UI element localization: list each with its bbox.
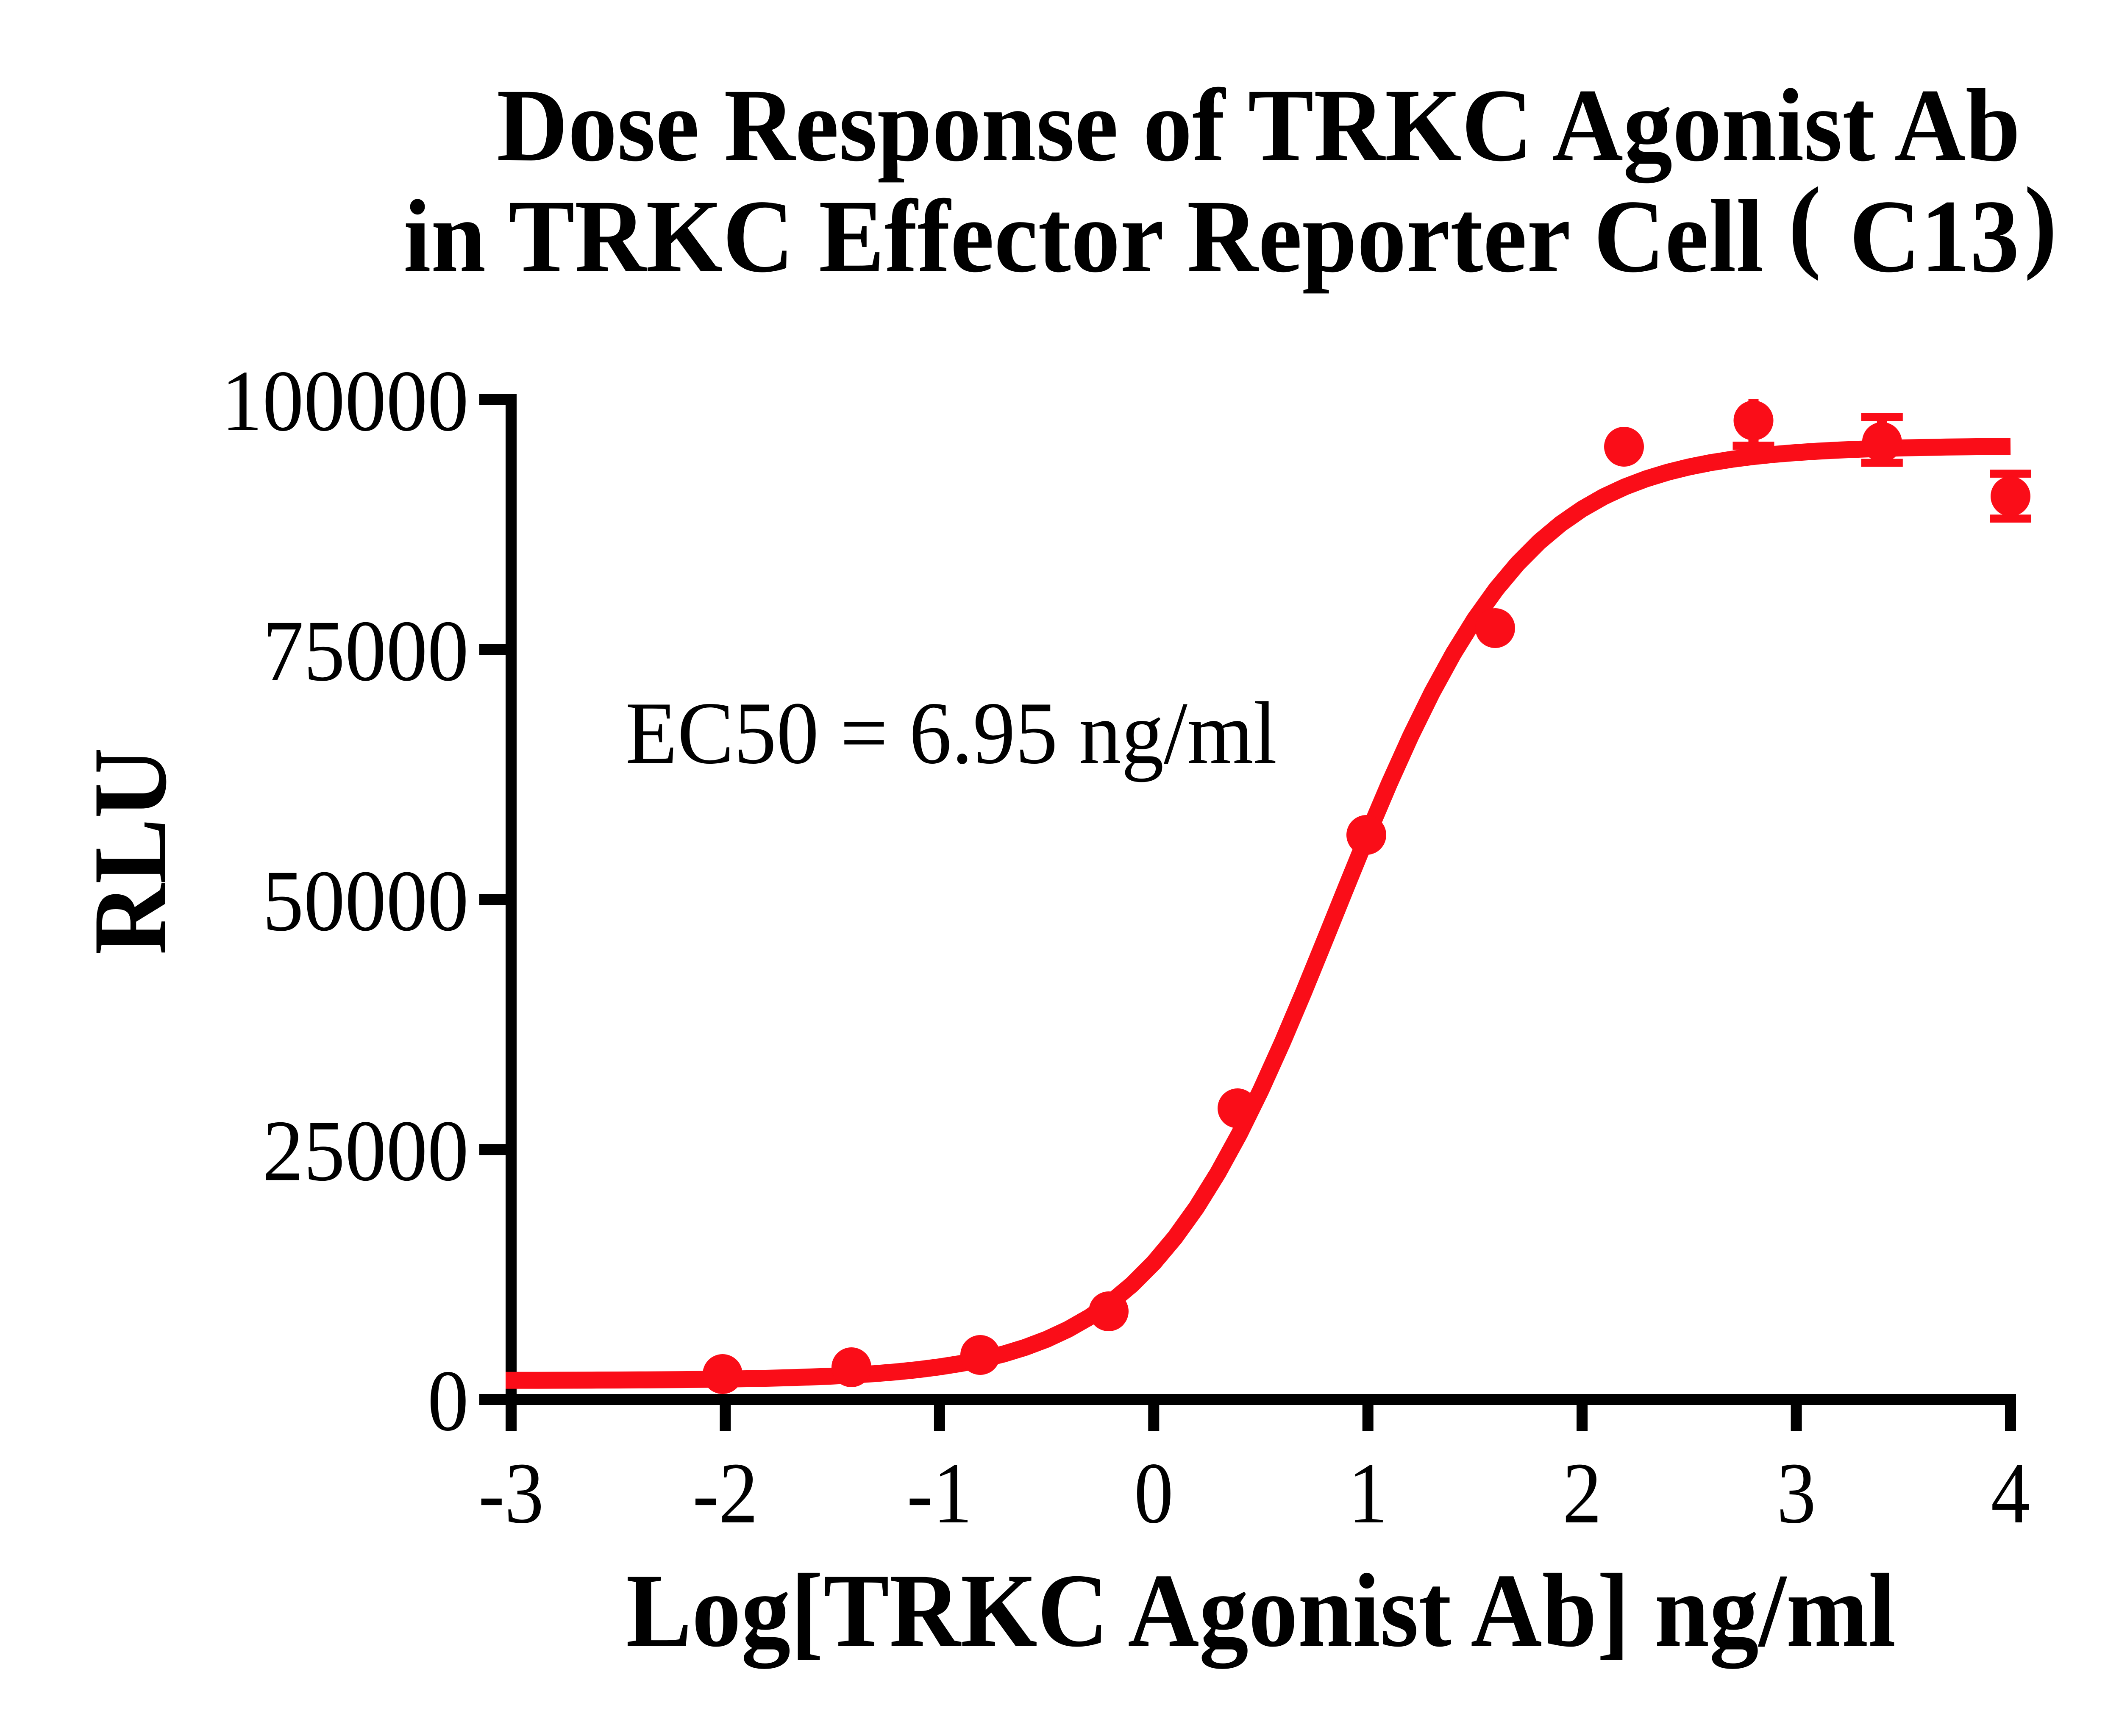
- svg-text:25000: 25000: [262, 1102, 469, 1199]
- svg-text:4: 4: [1991, 1445, 2030, 1541]
- svg-text:0: 0: [428, 1352, 469, 1449]
- svg-text:Log[TRKC Agonist Ab] ng/ml: Log[TRKC Agonist Ab] ng/ml: [626, 1552, 1896, 1669]
- svg-text:RLU: RLU: [72, 747, 188, 955]
- svg-text:1: 1: [1348, 1445, 1388, 1541]
- svg-text:0: 0: [1134, 1445, 1174, 1541]
- svg-text:3: 3: [1777, 1445, 1816, 1541]
- svg-text:EC50 = 6.95 ng/ml: EC50 = 6.95 ng/ml: [626, 684, 1277, 782]
- svg-text:50000: 50000: [262, 853, 469, 949]
- svg-text:-1: -1: [907, 1445, 972, 1541]
- svg-text:Dose Response of TRKC Agonist: Dose Response of TRKC Agonist Ab: [497, 67, 2020, 183]
- svg-text:100000: 100000: [221, 353, 469, 449]
- svg-text:75000: 75000: [262, 603, 469, 699]
- svg-text:in TRKC Effector Reporter Cell: in TRKC Effector Reporter Cell (C13): [403, 165, 2057, 294]
- svg-text:2: 2: [1563, 1445, 1602, 1541]
- svg-text:-3: -3: [478, 1445, 544, 1541]
- svg-text:-2: -2: [692, 1445, 758, 1541]
